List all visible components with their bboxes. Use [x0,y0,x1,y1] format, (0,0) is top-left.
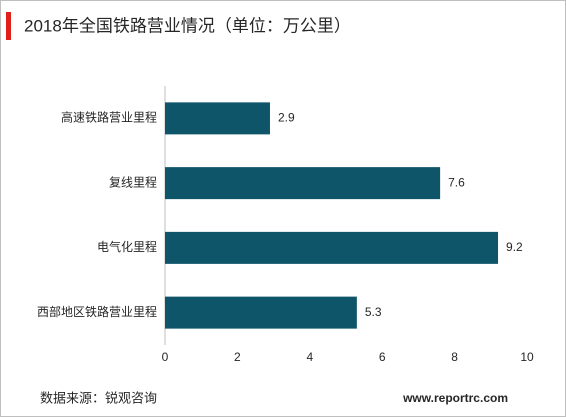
value-label: 9.2 [506,240,523,254]
bar [165,296,357,329]
y-tick-label: 电气化里程 [97,239,157,254]
y-tick-label: 复线里程 [109,174,157,189]
y-tick-label: 西部地区铁路营业里程 [37,304,157,319]
y-tick-label: 高速铁路营业里程 [61,110,157,125]
source-note: 数据来源：锐观咨询 [40,390,157,405]
value-label: 7.6 [448,175,465,189]
chart-title: 2018年全国铁路营业情况（单位：万公里） [24,16,351,35]
x-tick-label: 2 [234,350,241,364]
bar [165,231,499,264]
x-tick-label: 4 [306,350,313,364]
value-label: 5.3 [365,305,382,319]
x-tick-label: 8 [451,350,458,364]
x-tick-label: 6 [379,350,386,364]
x-tick-label: 0 [162,350,169,364]
title-accent [6,12,11,40]
bar [165,167,441,200]
value-label: 2.9 [278,111,295,125]
bar [165,102,270,135]
website: www.reportrc.com [402,391,508,405]
x-tick-label: 10 [520,350,534,364]
